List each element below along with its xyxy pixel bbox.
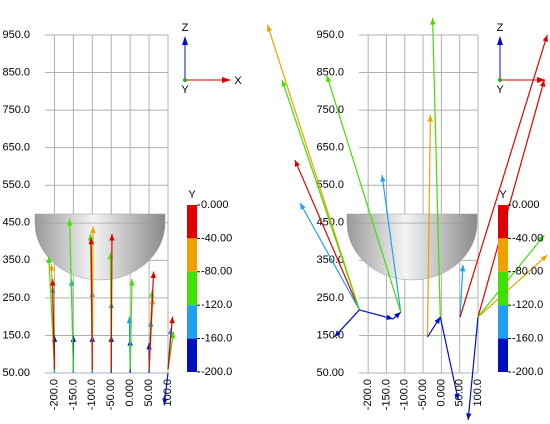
colorbar-label: -160.0 bbox=[201, 333, 232, 345]
vector-arrow bbox=[427, 317, 440, 337]
colorbar-segment bbox=[187, 272, 197, 305]
colorbar-label: -120.0 bbox=[512, 299, 543, 311]
y-tick-label: 50.00 bbox=[316, 367, 344, 379]
x-tick-label: -150.0 bbox=[380, 379, 392, 410]
arrow-head bbox=[430, 18, 435, 25]
arrow-head bbox=[380, 175, 385, 182]
x-tick-label: 50.00 bbox=[143, 379, 155, 407]
triad-label: X bbox=[234, 75, 242, 87]
colorbar-segment bbox=[187, 305, 197, 338]
colorbar-segment bbox=[187, 339, 197, 372]
triad-right-head bbox=[537, 77, 546, 83]
colorbar-label: -80.00 bbox=[201, 266, 232, 278]
arrow-head bbox=[267, 25, 272, 32]
x-tick-label: -100.0 bbox=[86, 379, 98, 410]
y-tick-label: 850.0 bbox=[316, 66, 344, 78]
vector-arrow bbox=[168, 317, 175, 370]
y-tick-label: 950.0 bbox=[316, 29, 344, 41]
triad-label: Y bbox=[181, 84, 189, 96]
vector-arrow bbox=[149, 272, 156, 370]
arrow-head bbox=[71, 335, 76, 341]
vector-arrow bbox=[393, 312, 401, 319]
y-tick-label: 350.0 bbox=[2, 254, 30, 266]
colorbar-segment bbox=[498, 272, 508, 305]
y-tick-label: 150.0 bbox=[2, 329, 30, 341]
arrow-head bbox=[149, 290, 154, 297]
triad-right-head bbox=[222, 77, 231, 83]
vector-arrow bbox=[326, 75, 401, 312]
colorbar-label: -40.00 bbox=[201, 232, 232, 244]
x-tick-label: -50.00 bbox=[105, 379, 117, 410]
colorbar-label: -200.0 bbox=[512, 366, 543, 378]
x-tick-label: -50.00 bbox=[417, 379, 429, 410]
x-tick-label: 0.000 bbox=[435, 379, 447, 407]
y-tick-label: 250.0 bbox=[316, 292, 344, 304]
arrow-shaft bbox=[149, 272, 154, 370]
triad-label: Y bbox=[496, 84, 504, 96]
vector-arrow bbox=[334, 310, 359, 337]
colorbar-label: -120.0 bbox=[201, 299, 232, 311]
arrow-head bbox=[435, 317, 441, 324]
colorbar-label: -40.00 bbox=[512, 232, 543, 244]
y-tick-label: 750.0 bbox=[316, 104, 344, 116]
arrow-shaft bbox=[327, 75, 401, 312]
arrow-head bbox=[428, 115, 433, 121]
colorbar-label: 0.000 bbox=[201, 199, 229, 211]
colorbar-segment bbox=[498, 339, 508, 372]
vector-chart: 950.0850.0750.0650.0550.0450.0350.0250.0… bbox=[267, 18, 550, 420]
y-tick-label: 750.0 bbox=[2, 104, 30, 116]
arrow-shaft bbox=[111, 234, 112, 369]
triad-label: Z bbox=[497, 22, 504, 34]
triad-up-head bbox=[182, 36, 188, 45]
triad-up-head bbox=[497, 36, 503, 45]
x-tick-label: 100.0 bbox=[472, 379, 484, 407]
triad-origin bbox=[498, 78, 502, 82]
colorbar-segment bbox=[187, 238, 197, 271]
arrow-head bbox=[151, 272, 156, 279]
vector-figure: 950.0 850.0 750.0 650.0 550.0 450.0 350.0 250.0… bbox=[0, 0, 550, 424]
x-tick-label: 0.000 bbox=[124, 379, 136, 407]
y-tick-label: 250.0 bbox=[2, 292, 30, 304]
y-tick-label: 450.0 bbox=[2, 217, 30, 229]
colorbar-label: -200.0 bbox=[201, 366, 232, 378]
y-tick-label: 650.0 bbox=[2, 142, 30, 154]
y-tick-label: 850.0 bbox=[2, 66, 30, 78]
hemisphere bbox=[347, 223, 477, 280]
colorbar-title: Y bbox=[188, 189, 196, 201]
triad-origin bbox=[183, 78, 187, 82]
vector-chart: 950.0 850.0 750.0 650.0 550.0 450.0 350.0 250.0… bbox=[2, 22, 242, 410]
arrow-head bbox=[460, 265, 465, 272]
colorbar-label: -80.00 bbox=[512, 266, 543, 278]
arrow-head bbox=[543, 35, 548, 42]
y-tick-label: 950.0 bbox=[2, 29, 30, 41]
colorbar-label: -160.0 bbox=[512, 333, 543, 345]
colorbar-title: Y bbox=[499, 189, 507, 201]
y-tick-label: 550.0 bbox=[2, 179, 30, 191]
colorbar-segment bbox=[498, 305, 508, 338]
vector-arrow bbox=[359, 310, 393, 320]
x-tick-label: -150.0 bbox=[67, 379, 79, 410]
colorbar-segment bbox=[498, 205, 508, 238]
colorbar-label: 0.000 bbox=[512, 199, 540, 211]
x-tick-label: -100.0 bbox=[399, 379, 411, 410]
y-tick-label: 650.0 bbox=[316, 142, 344, 154]
colorbar-segment bbox=[498, 238, 508, 271]
rim bbox=[347, 214, 477, 223]
rim bbox=[35, 214, 165, 223]
x-tick-label: 50.00 bbox=[454, 379, 466, 407]
triad-label: Z bbox=[182, 22, 189, 34]
y-tick-label: 50.00 bbox=[2, 367, 30, 379]
colorbar-segment bbox=[187, 205, 197, 238]
x-tick-label: -200.0 bbox=[362, 379, 374, 410]
x-tick-label: -200.0 bbox=[48, 379, 60, 410]
